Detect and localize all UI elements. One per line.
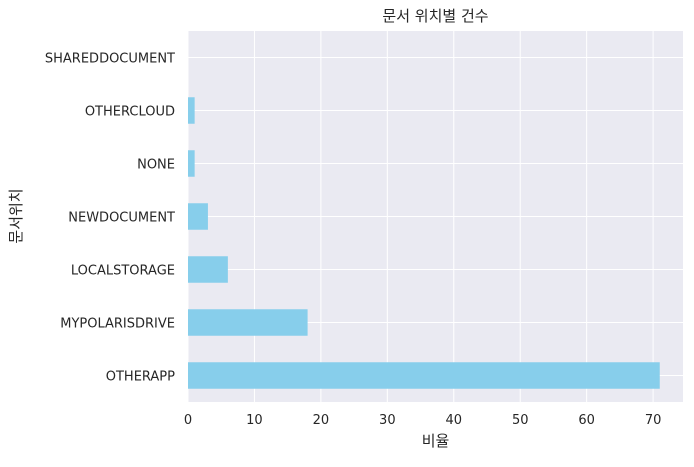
- x-tick-label: 0: [184, 413, 192, 428]
- chart-title: 문서 위치별 건수: [382, 7, 488, 25]
- x-axis-label: 비율: [422, 432, 450, 450]
- x-tick-label: 60: [578, 413, 595, 428]
- y-tick-label: OTHERCLOUD: [85, 105, 175, 120]
- y-tick-label: NONE: [137, 158, 175, 173]
- y-tick-label: OTHERAPP: [106, 370, 175, 385]
- bar-localstorage: [188, 256, 228, 283]
- bar-otherapp: [188, 362, 660, 389]
- y-axis-label: 문서위치: [7, 188, 25, 243]
- x-tick-label: 20: [313, 413, 330, 428]
- bar-none: [188, 150, 195, 177]
- x-tick-labels: 0 10 20 30 40 50 60 70: [184, 413, 662, 428]
- bar-newdocument: [188, 203, 208, 230]
- y-tick-label: LOCALSTORAGE: [71, 264, 175, 279]
- x-tick-label: 40: [445, 413, 462, 428]
- y-tick-label: MYPOLARISDRIVE: [60, 317, 175, 332]
- y-tick-label: NEWDOCUMENT: [68, 211, 175, 226]
- x-tick-label: 30: [379, 413, 396, 428]
- x-tick-label: 50: [512, 413, 529, 428]
- y-tick-label: SHAREDDOCUMENT: [45, 52, 175, 67]
- x-tick-label: 10: [246, 413, 263, 428]
- bar-othercloud: [188, 97, 195, 124]
- x-tick-label: 70: [645, 413, 662, 428]
- bars: [188, 97, 660, 389]
- y-tick-labels: OTHERAPP MYPOLARISDRIVE LOCALSTORAGE NEWDOC…: [45, 52, 175, 385]
- bar-mypolarisdrive: [188, 309, 308, 336]
